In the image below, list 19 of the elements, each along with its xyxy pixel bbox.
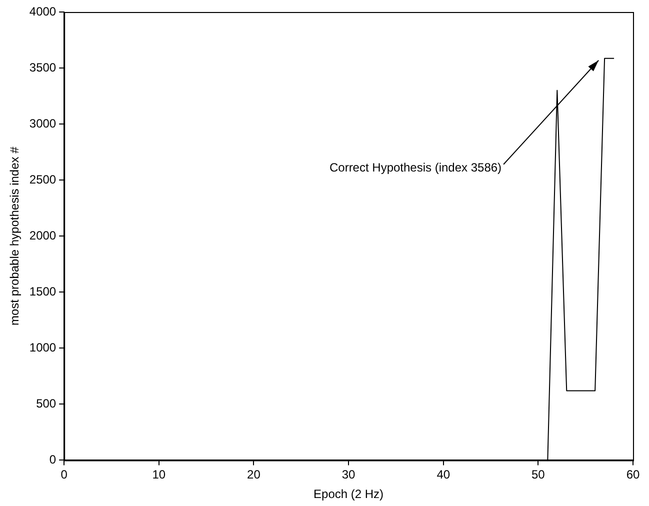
x-tick-label: 0 [60,468,68,482]
annotation: Correct Hypothesis (index 3586) [329,160,502,175]
y-tick-label: 2000 [29,228,56,242]
y-tick-label: 3500 [29,60,56,74]
x-tick-label: 50 [532,468,546,482]
y-tick-label: 1500 [29,284,56,298]
x-axis-title: Epoch (2 Hz) [314,487,384,502]
x-tick-label: 10 [152,468,166,482]
y-axis-title: most probable hypothesis index # [8,146,22,326]
y-tick-label: 3000 [29,116,56,130]
y-tick-label: 1000 [29,340,56,354]
x-tick-label: 60 [626,468,640,482]
x-tick-label: 40 [436,468,450,482]
y-tick-label: 4000 [29,4,56,18]
y-tick-label: 2500 [29,172,56,186]
x-tick-label: 30 [342,468,356,482]
x-tick-label: 20 [247,468,261,482]
y-tick-label: 0 [49,452,56,467]
y-tick-label: 500 [36,396,56,410]
